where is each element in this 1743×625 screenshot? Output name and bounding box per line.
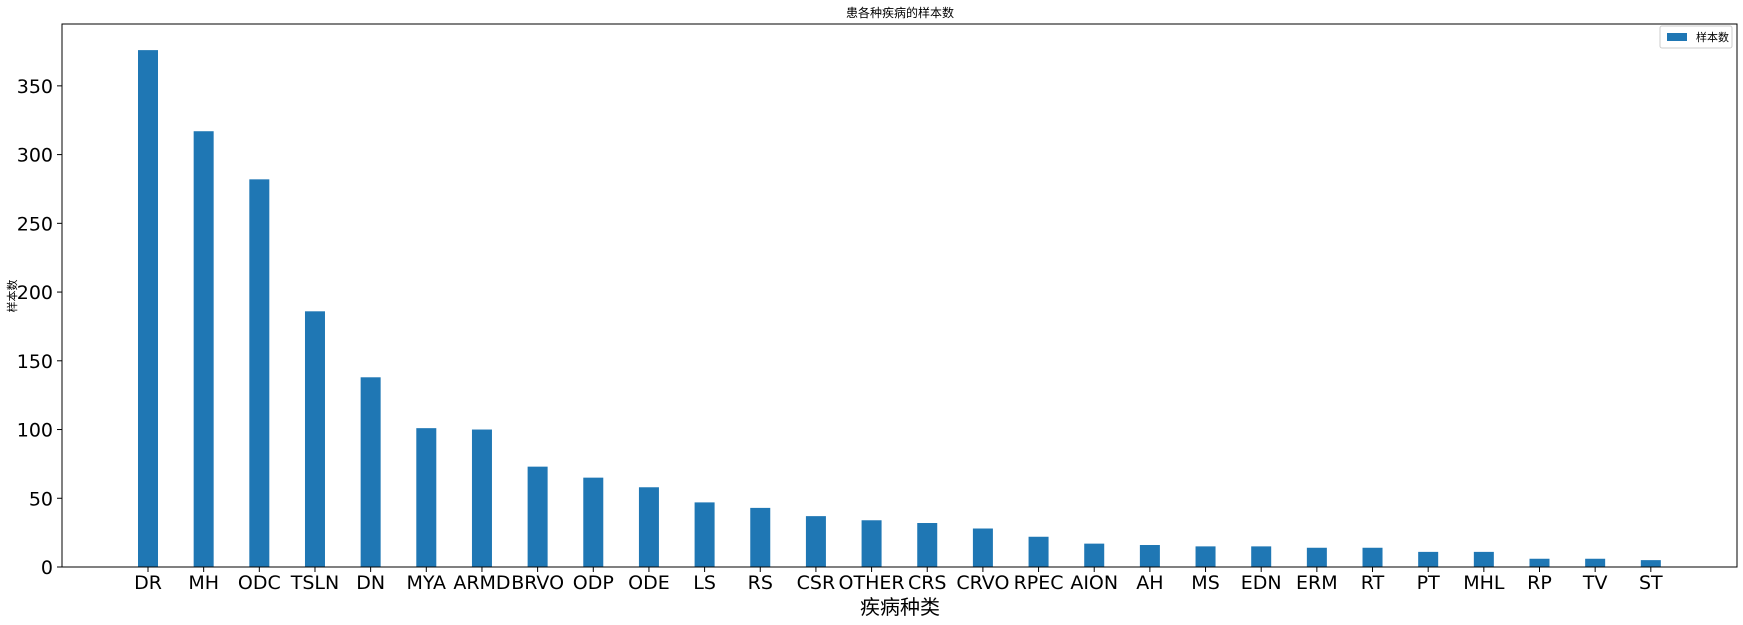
bar-odc [249, 179, 270, 567]
bar-ah [1139, 545, 1160, 567]
y-tick-label: 200 [17, 282, 53, 304]
x-tick-label: ODP [573, 572, 614, 594]
bar-mhl [1473, 551, 1494, 567]
plot-frame [61, 23, 1738, 568]
x-tick-label: AH [1136, 572, 1163, 594]
x-tick-label: TV [1582, 572, 1608, 594]
bar-rp [1529, 558, 1550, 567]
x-tick-label: ERM [1296, 572, 1338, 594]
y-tick-label: 350 [17, 76, 53, 98]
x-tick-label: DR [134, 572, 162, 594]
x-tick-label: RPEC [1014, 572, 1064, 594]
bars-layer [138, 50, 1661, 567]
x-tick-label: AION [1070, 572, 1118, 594]
bar-rpec [1028, 536, 1049, 567]
y-tick-label: 100 [17, 420, 53, 442]
x-tick-label: RS [748, 572, 773, 594]
x-tick-label: CRS [908, 572, 947, 594]
bar-aion [1084, 543, 1105, 567]
x-tick-label: CRVO [956, 572, 1009, 594]
y-axis: 0 50 100 150 200 250 300 350 [17, 76, 62, 579]
y-tick-label: 50 [29, 488, 53, 510]
bar-edn [1251, 546, 1272, 567]
bar-ls [694, 502, 715, 567]
bar-st [1640, 560, 1661, 567]
x-tick-label: ST [1639, 572, 1663, 594]
x-tick-label: RT [1361, 572, 1385, 594]
x-tick-label: DN [356, 572, 385, 594]
x-tick-label: PT [1417, 572, 1440, 594]
legend-label: 样本数 [1696, 30, 1729, 44]
bar-csr [805, 516, 826, 567]
x-tick-label: MH [188, 572, 219, 594]
legend-swatch [1667, 33, 1687, 41]
x-tick-label: TSLN [290, 572, 339, 594]
bar-rt [1362, 547, 1383, 567]
x-axis-label: 疾病种类 [860, 595, 940, 619]
x-tick-label: BRVO [511, 572, 564, 594]
bar-brvo [527, 466, 548, 567]
x-tick-label: RP [1527, 572, 1552, 594]
bar-erm [1306, 547, 1327, 567]
x-tick-label: ARMD [453, 572, 510, 594]
bar-crvo [972, 528, 993, 567]
y-tick-label: 150 [17, 351, 53, 373]
legend: 样本数 [1659, 25, 1733, 49]
legend-frame [1659, 25, 1733, 49]
x-tick-label: OTHER [839, 572, 905, 594]
x-tick-label: CSR [797, 572, 836, 594]
y-tick-label: 300 [17, 145, 53, 167]
x-tick-label: MS [1191, 572, 1219, 594]
bar-tsln [304, 311, 325, 567]
bar-ode [638, 487, 659, 567]
bar-rs [750, 507, 771, 567]
bar-crs [917, 523, 938, 567]
bar-armd [471, 429, 492, 567]
x-axis: DR MH ODC TSLN DN MYA ARMD BRVO ODP ODE LS RS CSR OTH… [134, 567, 1663, 594]
bar-dr [138, 50, 158, 567]
bar-dn [360, 377, 381, 567]
bar-ms [1195, 546, 1216, 567]
y-axis-label: 样本数 [5, 280, 19, 313]
bar-mh [193, 131, 214, 567]
bar-other [861, 520, 882, 567]
x-tick-label: LS [693, 572, 716, 594]
x-tick-label: ODE [628, 572, 670, 594]
chart-title: 患各种疾病的样本数 [846, 5, 954, 20]
x-tick-label: MHL [1463, 572, 1505, 594]
bar-mya [416, 428, 437, 567]
x-tick-label: EDN [1241, 572, 1282, 594]
y-tick-label: 250 [17, 213, 53, 235]
x-tick-label: ODC [238, 572, 281, 594]
bar-odp [583, 477, 604, 567]
y-tick-label: 0 [41, 557, 53, 579]
bar-tv [1585, 558, 1606, 567]
x-tick-label: MYA [407, 572, 447, 594]
bar-pt [1418, 551, 1439, 567]
